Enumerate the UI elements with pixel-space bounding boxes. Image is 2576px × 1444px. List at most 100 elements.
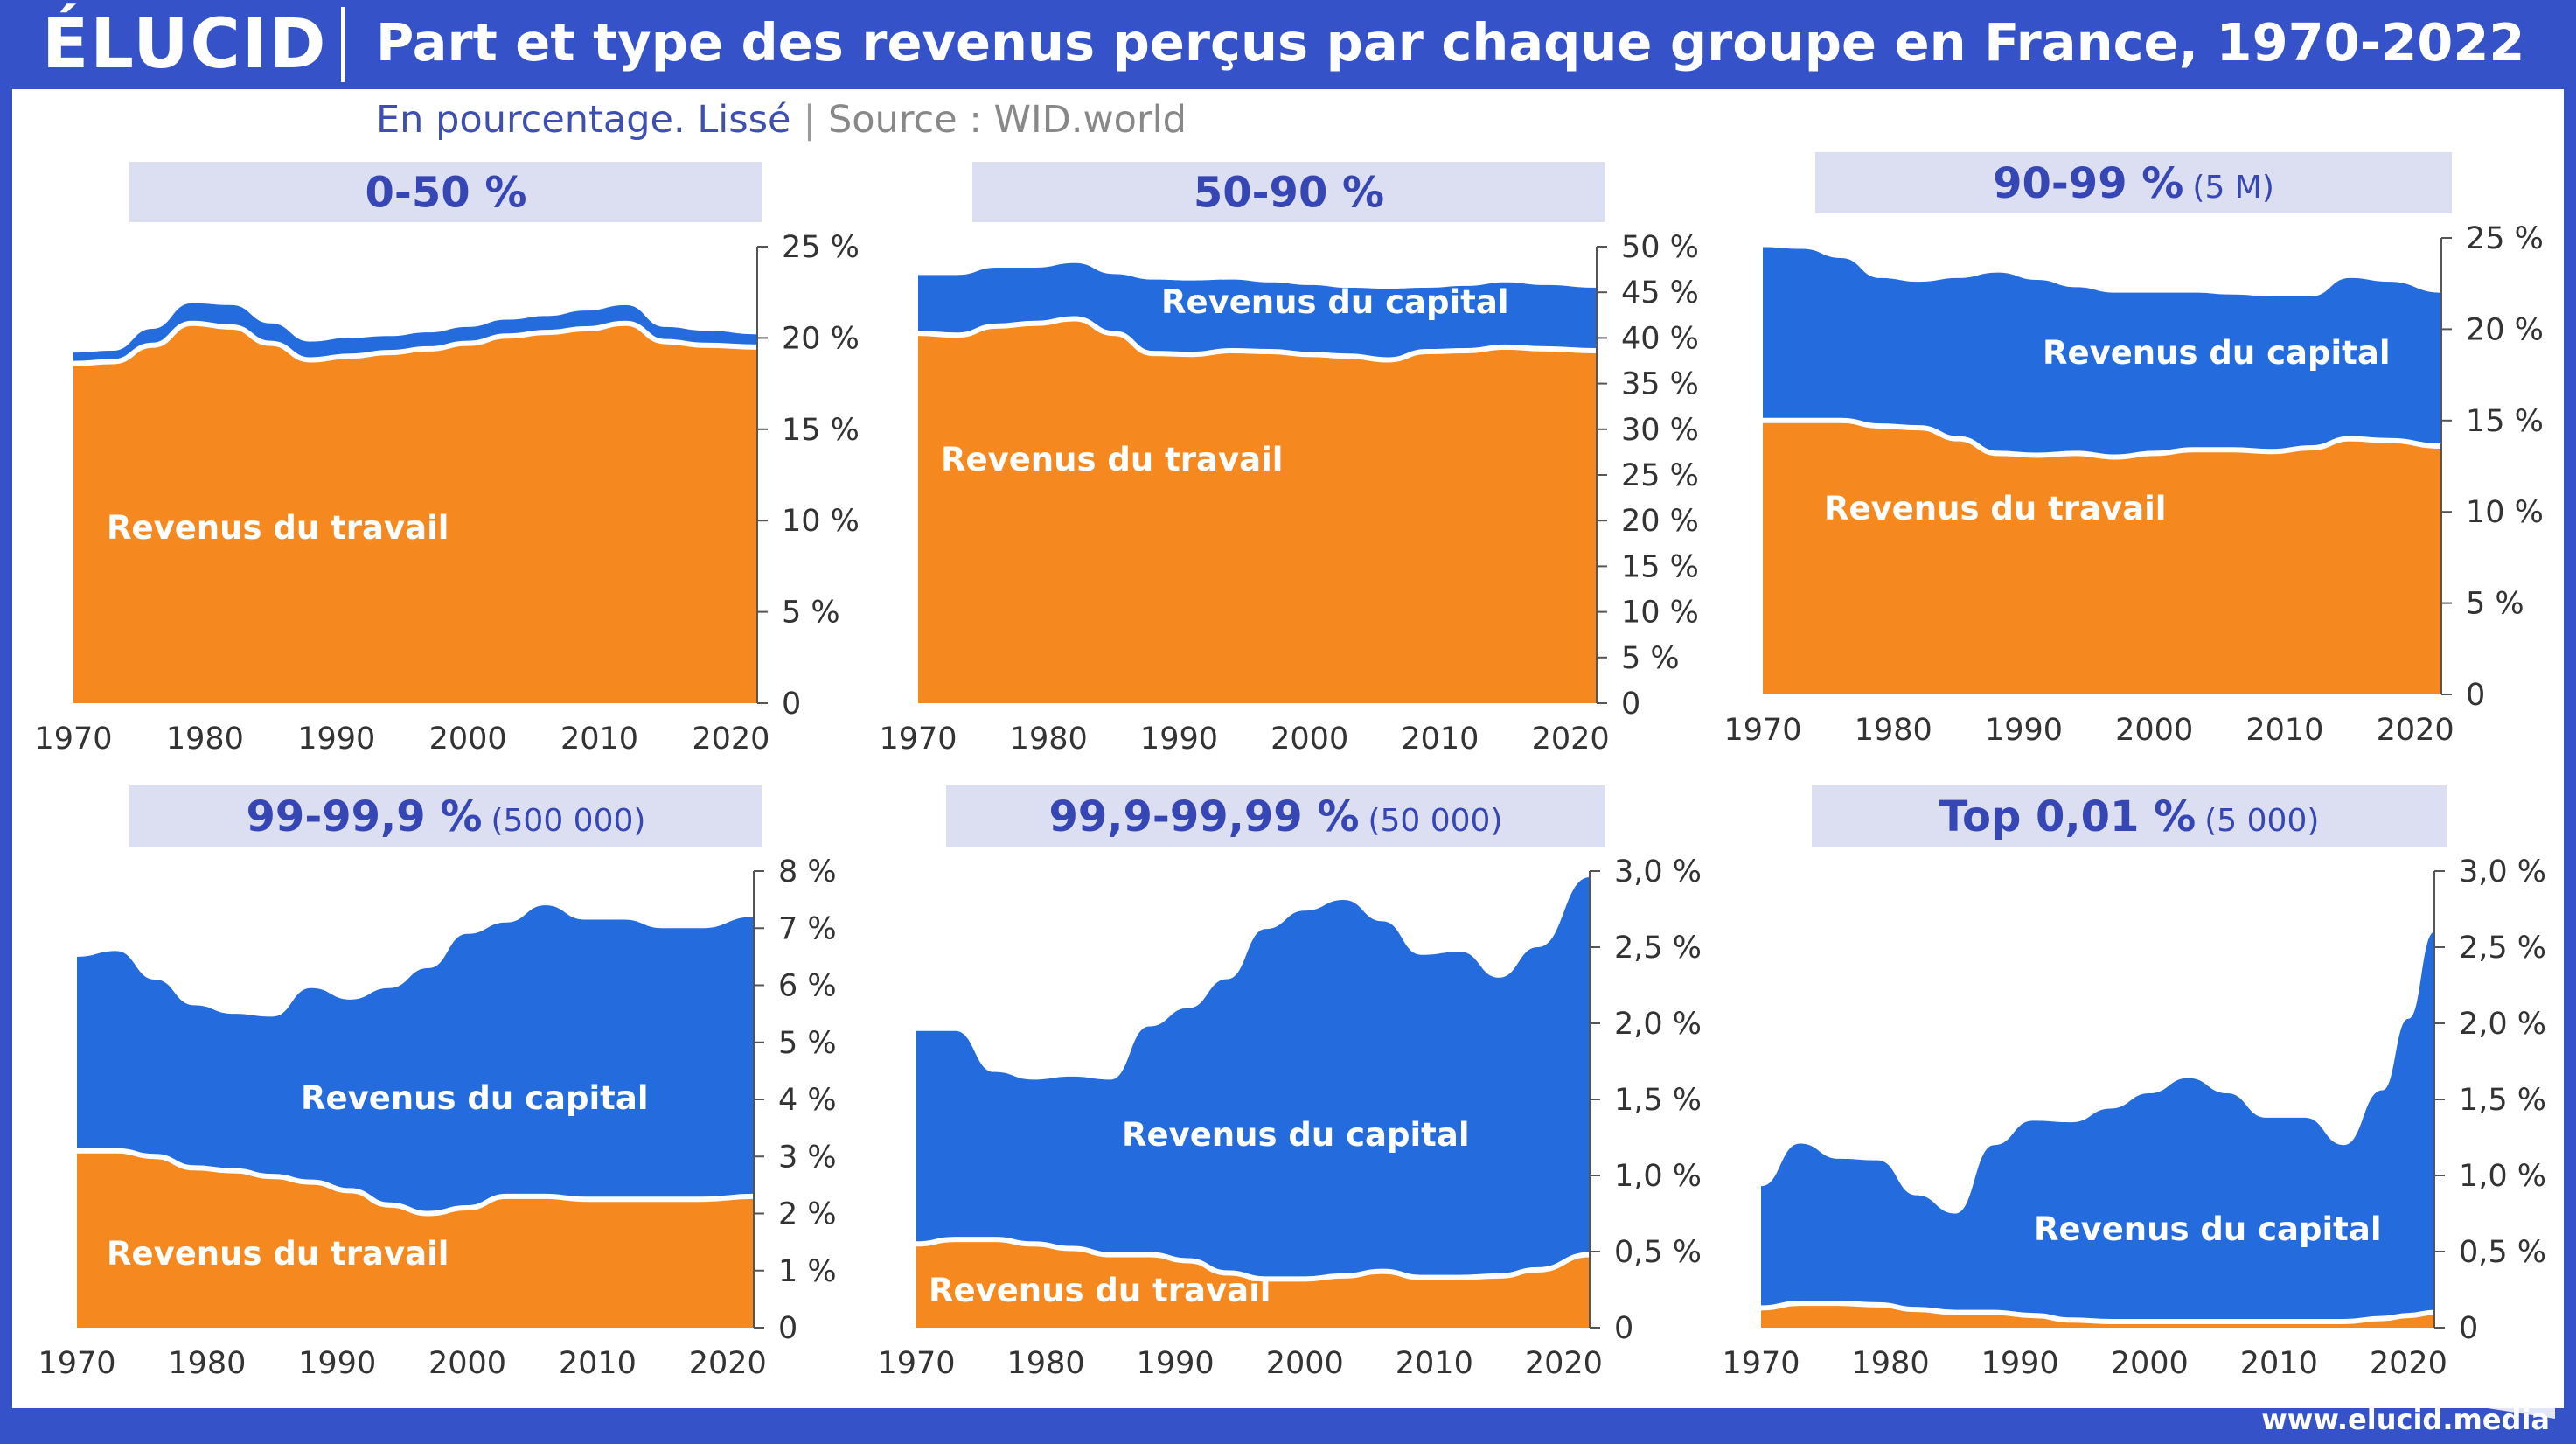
y-tick-label: 3,0 % <box>1614 855 1702 889</box>
x-tick-label: 1970 <box>34 722 112 757</box>
y-tick-label: 1 % <box>778 1254 837 1289</box>
logo-separator <box>341 7 345 82</box>
x-tick-label: 2000 <box>1266 1346 1344 1381</box>
subtitle-separator: | <box>803 98 817 142</box>
boundary-line <box>73 320 758 366</box>
x-tick-label: 2020 <box>692 722 769 757</box>
label-travail: Revenus du travail <box>107 509 449 547</box>
group-name: 0-50 % <box>366 169 527 218</box>
x-tick-label: 2010 <box>1401 722 1479 757</box>
x-tick-label: 2000 <box>429 722 507 757</box>
boundary-line <box>916 1237 1591 1282</box>
x-tick-label: 2020 <box>2377 713 2454 748</box>
x-tick-label: 1980 <box>1852 1346 1930 1381</box>
label-capital: Revenus du capital <box>301 1079 649 1117</box>
y-tick-label: 0 <box>1614 1311 1633 1346</box>
y-tick-label: 0 <box>1621 687 1640 722</box>
y-tick-label: 2,5 % <box>2459 931 2546 966</box>
group-header-box <box>972 162 1605 222</box>
boundary-line <box>1763 417 2442 460</box>
y-tick-label: 10 % <box>2466 495 2544 530</box>
label-travail: Revenus du travail <box>1824 490 2166 527</box>
group-count: (500 000) <box>491 803 645 839</box>
y-tick-label: 50 % <box>1621 230 1699 265</box>
x-tick-label: 2010 <box>2240 1346 2318 1381</box>
area-travail <box>73 323 757 703</box>
label-capital: Revenus du capital <box>2034 1210 2382 1248</box>
x-tick-label: 1990 <box>1137 1346 1215 1381</box>
y-tick-label: 3,0 % <box>2459 855 2546 889</box>
x-tick-label: 2000 <box>428 1346 506 1381</box>
x-tick-label: 2010 <box>2245 713 2323 748</box>
y-tick-label: 1,0 % <box>2459 1159 2546 1194</box>
area-travail <box>918 318 1597 703</box>
group-count: (5 000) <box>2204 803 2319 839</box>
y-tick-label: 10 % <box>1621 596 1699 631</box>
y-tick-label: 20 % <box>782 321 860 356</box>
group-title: 90-99 % (5 M) <box>1993 159 2274 208</box>
y-tick-label: 2,5 % <box>1614 931 1702 966</box>
x-tick-label: 2000 <box>1271 722 1348 757</box>
y-tick-label: 30 % <box>1621 413 1699 448</box>
y-tick-label: 20 % <box>2466 312 2544 347</box>
y-tick-label: 3 % <box>778 1140 837 1175</box>
y-tick-label: 2,0 % <box>1614 1007 1702 1042</box>
y-tick-label: 0 <box>2459 1311 2478 1346</box>
group-title: 99,9-99,99 % (50 000) <box>1048 792 1502 841</box>
y-tick-label: 15 % <box>782 413 860 448</box>
chart-2: 50-90 % 0 5 % 10 % 15 % 20 % 25 % 30 % 35 % 40 % 4… <box>879 162 1699 757</box>
y-tick-label: 35 % <box>1621 367 1699 402</box>
y-tick-label: 10 % <box>782 504 860 539</box>
elucid-mark-icon <box>2476 1389 2555 1419</box>
group-count: (50 000) <box>1368 803 1502 839</box>
group-name: 90-99 % <box>1993 159 2183 208</box>
group-header-box <box>1815 152 2452 213</box>
group-title: Top 0,01 % (5 000) <box>1939 792 2320 841</box>
area-capital <box>916 876 1590 1328</box>
y-tick-label: 1,5 % <box>2459 1083 2546 1118</box>
label-travail: Revenus du travail <box>941 441 1283 478</box>
y-tick-label: 5 % <box>778 1026 837 1061</box>
page-title: Part et type des revenus perçus par chaq… <box>376 12 2525 73</box>
label-capital: Revenus du capital <box>1161 283 1509 321</box>
x-tick-label: 2000 <box>2111 1346 2189 1381</box>
y-tick-label: 7 % <box>778 911 837 946</box>
y-tick-label: 40 % <box>1621 321 1699 356</box>
x-tick-label: 2020 <box>1532 722 1610 757</box>
x-tick-label: 1990 <box>1140 722 1218 757</box>
label-travail: Revenus du travail <box>929 1272 1271 1309</box>
y-tick-label: 8 % <box>778 855 837 889</box>
y-tick-label: 6 % <box>778 969 837 1004</box>
label-capital: Revenus du capital <box>1122 1116 1470 1154</box>
boundary-line <box>1760 1301 2435 1325</box>
y-tick-label: 0 <box>782 687 801 722</box>
x-tick-label: 1980 <box>166 722 244 757</box>
y-tick-label: 4 % <box>778 1083 837 1118</box>
x-tick-label: 2010 <box>559 1346 637 1381</box>
subtitle: En pourcentage. Lissé | Source : WID.world <box>376 98 1187 142</box>
x-tick-label: 1970 <box>38 1346 115 1381</box>
group-header-box <box>1812 785 2447 847</box>
group-header-box <box>946 785 1605 847</box>
group-title: 99-99,9 % (500 000) <box>247 792 646 841</box>
area-capital <box>1761 931 2434 1328</box>
x-tick-label: 1970 <box>877 1346 955 1381</box>
group-name: 99,9-99,99 % <box>1048 792 1359 841</box>
elucid-logo: ÉLUCID <box>42 5 328 84</box>
x-tick-label: 1990 <box>297 722 375 757</box>
area-travail <box>77 1150 754 1328</box>
header-bar: ÉLUCID Part et type des revenus perçus p… <box>0 0 2576 89</box>
subtitle-source: Source : WID.world <box>828 98 1187 142</box>
x-tick-label: 2020 <box>2370 1346 2447 1381</box>
group-title: 0-50 % <box>366 169 527 218</box>
chart-1: 0-50 % 0 5 % 10 % 15 % 20 % 25 % 1970 1980 1990 20… <box>34 162 860 757</box>
chart-3: 90-99 % (5 M) 0 5 % 10 % 15 % 20 % 25 % 1970 1980… <box>1723 152 2544 748</box>
chart-6: Top 0,01 % (5 000) 0 0,5 % 1,0 % 1,5 % 2,0 % 2,… <box>1722 785 2546 1381</box>
boundary-line <box>76 1148 755 1217</box>
y-tick-label: 2,0 % <box>2459 1007 2546 1042</box>
x-tick-label: 2020 <box>689 1346 767 1381</box>
subtitle-unit: En pourcentage. Lissé <box>376 98 791 142</box>
x-tick-label: 1980 <box>1007 1346 1085 1381</box>
y-tick-label: 20 % <box>1621 504 1699 539</box>
